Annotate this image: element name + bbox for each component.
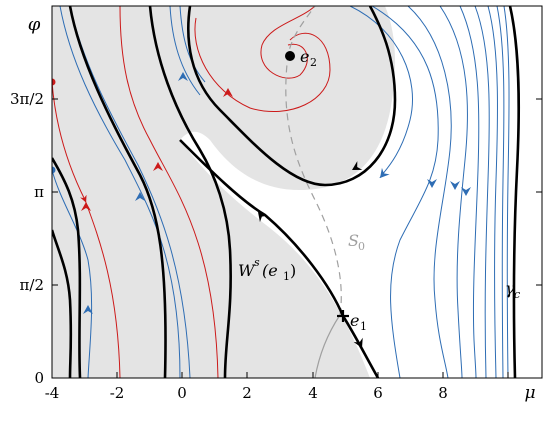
blue-orbit-2 (59, 6, 181, 378)
arrow-red-2 (153, 162, 163, 171)
svg-text:e: e (350, 311, 359, 330)
arrow-blue-5 (427, 179, 437, 188)
x-tick-label: -4 (45, 384, 60, 402)
blue-orbit-r9 (503, 6, 510, 378)
label-e1: e 1 (350, 311, 367, 333)
tick-marks (51, 98, 542, 379)
blue-orbit-5 (179, 6, 206, 83)
blue-orbit-r2 (371, 6, 439, 378)
label-ws-e1: W s (e 1 ) (238, 256, 296, 283)
blue-orbit-r3 (407, 6, 452, 378)
arrow-red-1 (81, 202, 91, 211)
separatrix-band-a (68, 6, 167, 378)
svg-text:1: 1 (360, 320, 367, 333)
x-tick-label: -2 (110, 384, 125, 402)
blue-orbit-4 (169, 6, 201, 96)
blue-orbit-r4 (439, 6, 468, 378)
x-tick-label: 2 (242, 384, 252, 402)
blue-orbit-r6 (474, 6, 490, 378)
label-e2: e 2 (300, 47, 317, 69)
s0-curve-dashed (285, 6, 342, 316)
arrow-blue-4 (380, 167, 390, 178)
red-orbit-mid (119, 6, 219, 378)
blue-start-dot (52, 166, 56, 174)
arrow-black-2 (258, 212, 268, 223)
y-tick-label: 0 (34, 369, 44, 387)
plot-area (52, 6, 521, 378)
label-gamma-c: γ c (505, 279, 520, 301)
blue-orbit-1 (52, 169, 93, 378)
separatrix-homoclinic (187, 6, 397, 187)
x-tick-label: 0 (177, 384, 187, 402)
s0-curve-solid (314, 314, 341, 378)
y-tick-labels: 0 π/2 π 3π/2 (10, 90, 44, 387)
blue-orbit-r5 (459, 6, 480, 378)
y-tick-label: 3π/2 (10, 90, 44, 108)
svg-text:1: 1 (283, 270, 290, 283)
svg-text:s: s (254, 256, 260, 269)
direction-arrows (81, 72, 471, 348)
arrow-blue-7 (461, 187, 471, 196)
gamma-c (508, 6, 521, 378)
svg-text:e: e (300, 47, 309, 66)
y-tick-label: π (34, 183, 44, 201)
x-tick-label: 8 (438, 384, 448, 402)
svg-text:γ: γ (505, 279, 515, 298)
arrow-red-3 (223, 88, 233, 97)
y-tick-label: π/2 (20, 276, 44, 294)
e2-point (285, 51, 295, 61)
arrow-blue-1 (83, 305, 93, 314)
svg-text:S: S (348, 231, 359, 250)
x-tick-label: 4 (308, 384, 318, 402)
red-spiral-out (194, 17, 331, 113)
x-tick-labels: -4 -2 0 2 4 6 8 (45, 384, 448, 402)
arrow-blue-2 (135, 192, 145, 201)
svg-text:0: 0 (358, 240, 365, 253)
arrow-black-3 (353, 337, 363, 348)
separatrix-left-1 (52, 157, 82, 378)
red-start-dot (52, 78, 56, 86)
svg-text:W: W (238, 261, 256, 280)
red-orbits (52, 6, 331, 378)
blue-orbit-r1 (349, 6, 413, 179)
arrow-black-1 (352, 161, 363, 170)
x-tick-label: 6 (373, 384, 383, 402)
svg-text:(e: (e (262, 261, 278, 280)
e1-point (337, 310, 349, 322)
separatrix-left-2 (52, 229, 73, 378)
label-s0: S 0 (348, 231, 365, 253)
svg-text:): ) (290, 261, 296, 280)
red-orbit-left (52, 81, 121, 378)
blue-orbit-r8 (496, 6, 505, 378)
blue-orbits-right (349, 6, 510, 378)
y-axis-label: φ (28, 14, 41, 35)
x-axis-label: μ (524, 383, 535, 403)
svg-text:c: c (514, 288, 520, 301)
red-spiral (260, 6, 316, 79)
svg-text:2: 2 (310, 56, 317, 69)
separatrix-band-b (148, 6, 232, 378)
arrow-blue-3 (178, 72, 188, 81)
arrow-blue-6 (450, 181, 460, 190)
blue-orbit-r7 (487, 6, 499, 378)
basin-region (52, 6, 396, 378)
